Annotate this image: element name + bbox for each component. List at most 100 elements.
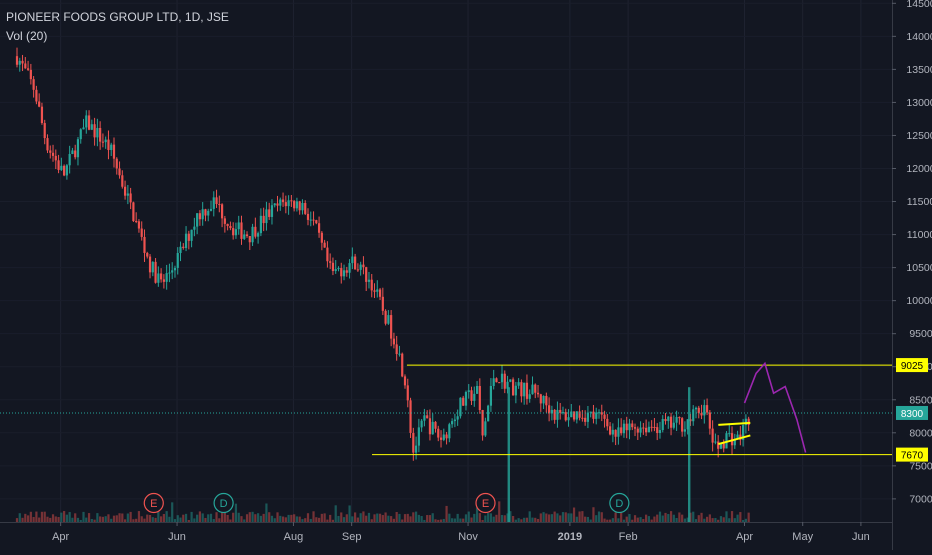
price-axis[interactable]: 7000750080008500900095001000010500110001… — [892, 0, 932, 550]
volume-bar — [298, 516, 301, 522]
time-axis[interactable]: Apr Jun Aug Sep Nov 2019 Feb Apr May Jun — [0, 522, 892, 543]
candle-body — [681, 418, 684, 432]
volume-bar — [104, 516, 107, 522]
candle-body — [232, 228, 235, 236]
candle-body — [675, 417, 678, 423]
candle-body — [245, 234, 249, 237]
candle-body — [326, 247, 329, 262]
volume-bar — [112, 515, 116, 522]
dividend-marker[interactable]: D — [609, 492, 630, 514]
volume-bar — [528, 511, 531, 522]
candle-body — [187, 233, 190, 241]
candle-body — [606, 418, 609, 427]
earnings-marker[interactable]: E — [475, 492, 496, 514]
triangle-pattern[interactable] — [718, 421, 751, 445]
candle-body — [523, 382, 526, 397]
candle-body — [115, 158, 118, 169]
candle-body — [63, 165, 66, 176]
candle-body — [464, 391, 468, 406]
level-label-text: 9025 — [901, 361, 924, 372]
candle-body — [162, 279, 165, 282]
volume-bar — [135, 518, 138, 522]
earnings-marker-circle[interactable] — [143, 492, 164, 514]
volume-bar — [121, 513, 124, 522]
candle-body — [38, 101, 41, 107]
volume-bar — [509, 511, 512, 522]
candle-body — [534, 384, 537, 393]
candle-body — [564, 412, 567, 421]
dividend-marker-circle[interactable] — [213, 492, 234, 514]
earnings-marker-circle[interactable] — [475, 492, 496, 514]
volume-bar — [220, 511, 224, 522]
candle-body — [387, 315, 390, 324]
volume-bar — [744, 518, 747, 522]
volume-bar — [295, 516, 299, 522]
volume-bar — [631, 519, 634, 522]
volume-bar — [434, 519, 437, 522]
volume-bar — [337, 515, 340, 522]
volume-bar — [506, 513, 509, 522]
candle-body — [603, 414, 606, 419]
candle-body — [370, 279, 373, 291]
candle-body — [295, 201, 299, 209]
candle-body — [304, 203, 307, 214]
candle-body — [412, 432, 415, 453]
volume-bar — [123, 519, 127, 522]
volume-bar — [675, 517, 678, 522]
projection-path[interactable] — [743, 361, 807, 453]
candle-body — [730, 433, 734, 446]
volume-bar — [503, 515, 506, 522]
volume-bar — [531, 517, 534, 522]
candle-body — [365, 267, 368, 282]
dividend-marker[interactable]: D — [213, 492, 234, 514]
level-label-7670[interactable]: 7670 — [896, 447, 928, 462]
candle-body — [595, 412, 598, 419]
dividend-marker-circle[interactable] — [609, 492, 630, 514]
volume-bar — [99, 516, 102, 522]
triangle-lower-line[interactable] — [718, 434, 751, 445]
volume-bar — [747, 512, 750, 522]
volume-bar — [697, 515, 700, 522]
last-price-label[interactable]: 8300 — [896, 405, 928, 420]
candle-body — [448, 424, 451, 439]
candle-body — [293, 201, 296, 209]
volume-bar — [464, 514, 468, 522]
volume-bar — [403, 514, 407, 522]
volume-bar — [251, 511, 254, 522]
level-label-9025[interactable]: 9025 — [896, 358, 928, 373]
candle-body — [409, 400, 412, 433]
candle-body — [420, 420, 423, 428]
volume-bar — [57, 517, 60, 522]
candle-body — [268, 209, 271, 217]
candle-body — [617, 427, 620, 437]
volume-bar — [281, 516, 285, 522]
volume-bar — [384, 512, 387, 522]
volume-bar — [650, 519, 653, 522]
candle-body — [708, 412, 711, 429]
volume-bar — [51, 514, 55, 522]
volume-bar — [301, 519, 304, 522]
candle-body — [703, 405, 706, 416]
triangle-upper-line[interactable] — [718, 421, 751, 426]
volume-bar — [567, 513, 570, 522]
earnings-marker[interactable]: E — [143, 492, 164, 514]
candle-body — [290, 200, 293, 202]
volume-bar — [243, 519, 246, 522]
volume-bar — [96, 513, 99, 522]
volume-bar — [653, 516, 656, 522]
candle-body — [259, 215, 262, 234]
candle-body — [151, 261, 154, 273]
volume-bar — [611, 518, 614, 522]
candle-body — [362, 264, 365, 268]
candle-body — [43, 123, 46, 139]
candle-body — [284, 202, 287, 207]
candle-body — [645, 427, 648, 433]
candle-body — [517, 382, 520, 386]
candle-body — [49, 150, 52, 153]
volume-bar — [93, 519, 96, 522]
x-tick-label: Feb — [619, 531, 638, 543]
volume-bar — [218, 518, 221, 522]
volume-bar — [548, 514, 551, 522]
